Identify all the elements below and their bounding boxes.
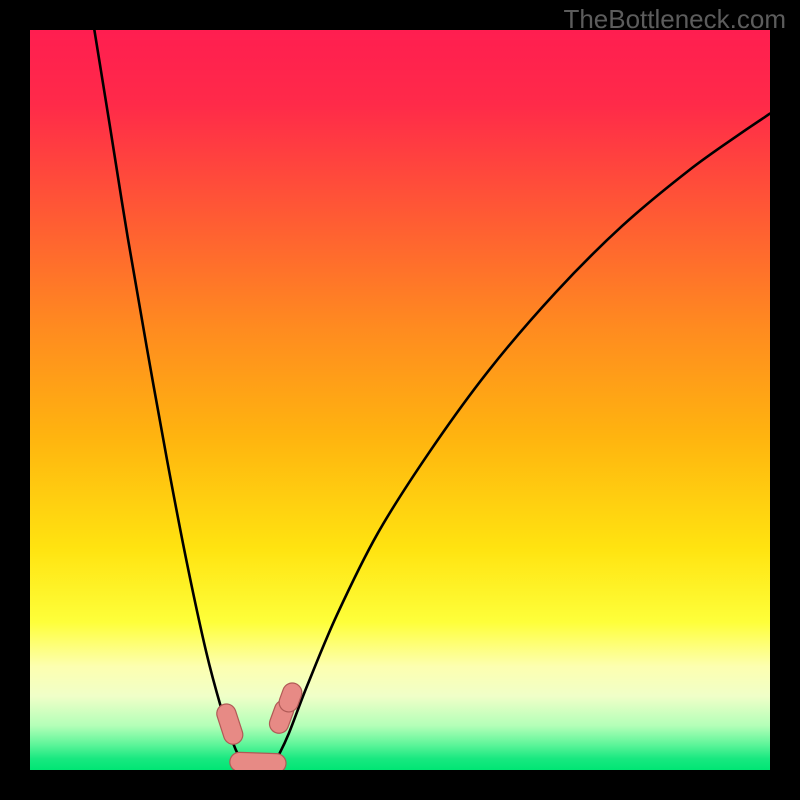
stage: TheBottleneck.com <box>0 0 800 800</box>
watermark-text: TheBottleneck.com <box>563 4 786 35</box>
plot-area <box>30 30 770 770</box>
bottleneck-chart-svg <box>30 30 770 770</box>
